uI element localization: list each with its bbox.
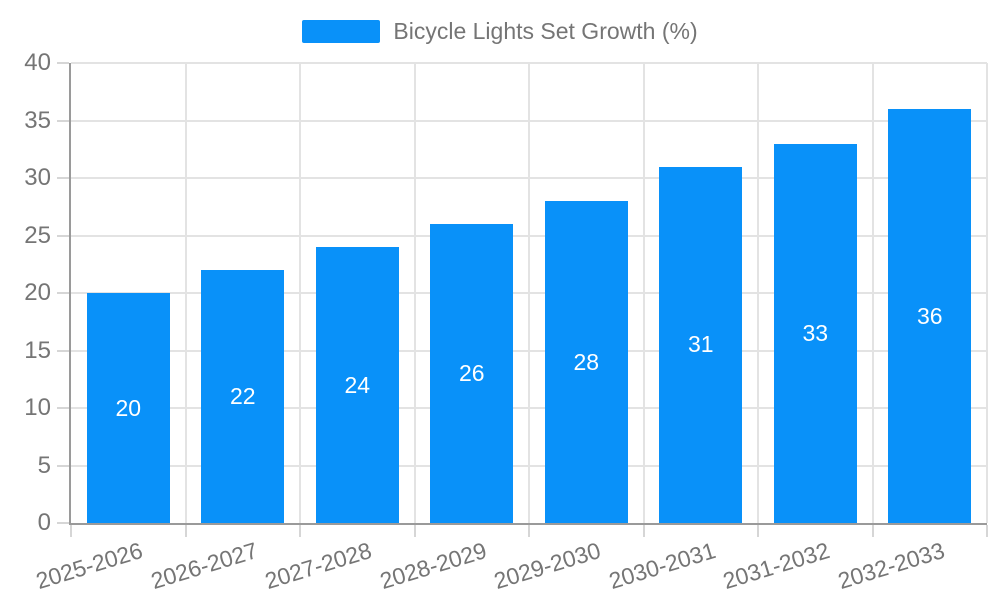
bar[interactable]: 26 — [430, 224, 514, 523]
y-axis-tick — [57, 292, 69, 294]
x-axis-tick-label: 2027-2028 — [262, 537, 375, 595]
x-axis-tick-label: 2026-2027 — [147, 537, 261, 595]
y-axis-tick — [57, 464, 69, 467]
y-axis-tick-label: 35 — [24, 106, 51, 134]
x-axis-tick — [413, 525, 416, 537]
y-axis-tick-label: 10 — [24, 394, 51, 421]
y-axis-tick-label: 20 — [24, 279, 51, 306]
y-axis-tick — [57, 234, 69, 237]
y-axis-tick-label: 0 — [37, 509, 51, 536]
gridline-vertical — [986, 63, 988, 523]
y-axis-tick-label: 5 — [37, 451, 51, 479]
y-axis-tick-label: 40 — [24, 49, 51, 76]
bar-value-label: 22 — [229, 383, 256, 409]
x-axis-tick-label: 2032-2033 — [834, 537, 948, 595]
bar-value-label: 20 — [115, 394, 142, 421]
y-axis-tick-label: 30 — [24, 164, 51, 191]
gridline-vertical — [528, 63, 530, 523]
x-axis-tick — [70, 525, 72, 537]
y-axis-tick — [57, 407, 69, 409]
gridline-vertical — [299, 63, 301, 523]
bar-value-label: 31 — [687, 331, 714, 358]
bar[interactable]: 33 — [773, 143, 857, 523]
gridline-vertical — [757, 63, 759, 523]
gridline-vertical — [184, 63, 187, 523]
gridline-vertical — [413, 63, 416, 523]
x-axis-tick — [986, 525, 988, 537]
x-axis-tick — [871, 525, 874, 537]
bar-value-label: 36 — [916, 302, 943, 329]
x-axis-tick — [299, 525, 301, 537]
x-axis-tick-label: 2030-2031 — [605, 537, 719, 595]
bar[interactable]: 36 — [888, 109, 972, 523]
bar[interactable]: 20 — [86, 293, 170, 523]
bar[interactable]: 28 — [544, 201, 628, 523]
bar[interactable]: 31 — [659, 166, 743, 523]
y-axis-tick-label: 15 — [24, 336, 51, 364]
x-axis-tick — [184, 525, 187, 537]
gridline-vertical — [871, 63, 874, 523]
x-axis-tick — [528, 525, 530, 537]
bar-value-label: 33 — [802, 319, 829, 346]
bar-value-label: 26 — [458, 360, 485, 386]
x-axis-tick — [757, 525, 759, 537]
x-axis-tick-label: 2025-2026 — [33, 537, 146, 595]
legend[interactable]: Bicycle Lights Set Growth (%) — [0, 18, 1000, 45]
y-axis-tick — [57, 522, 69, 524]
bar-value-label: 28 — [573, 348, 600, 375]
y-axis-tick — [57, 177, 69, 179]
y-axis-tick — [57, 349, 69, 352]
bar[interactable]: 22 — [201, 270, 285, 523]
x-axis-tick-label: 2029-2030 — [491, 537, 604, 595]
y-axis-tick — [57, 62, 69, 64]
bar[interactable]: 24 — [315, 247, 399, 523]
legend-swatch-icon — [302, 20, 381, 43]
plot-area: 0 5 10 15 20 25 30 35 40 20 2025-2026 22 2026-2027 24… — [24, 50, 988, 594]
y-axis-tick — [57, 119, 69, 122]
x-axis-tick — [642, 525, 645, 537]
gridline-vertical — [642, 63, 645, 523]
x-axis-tick-label: 2031-2032 — [720, 537, 833, 595]
x-axis-tick-label: 2028-2029 — [376, 537, 490, 595]
y-axis-tick-label: 25 — [24, 221, 51, 249]
bar-value-label: 24 — [344, 371, 371, 398]
legend-label: Bicycle Lights Set Growth (%) — [393, 18, 698, 44]
